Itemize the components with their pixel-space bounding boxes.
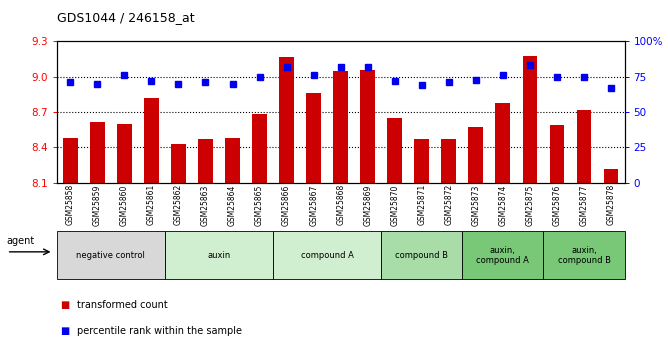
Bar <box>279 57 294 183</box>
Text: percentile rank within the sample: percentile rank within the sample <box>77 326 242 336</box>
Bar <box>63 138 77 183</box>
Bar <box>117 124 132 183</box>
Text: ■: ■ <box>60 326 69 336</box>
Bar <box>522 56 537 183</box>
Text: transformed count: transformed count <box>77 300 168 310</box>
Bar <box>360 70 375 183</box>
Text: auxin,
compound B: auxin, compound B <box>558 246 611 265</box>
Bar <box>496 103 510 183</box>
Bar <box>198 139 213 183</box>
Bar <box>333 71 348 183</box>
Text: negative control: negative control <box>76 251 146 260</box>
Bar <box>604 169 619 183</box>
Text: auxin,
compound A: auxin, compound A <box>476 246 529 265</box>
Bar <box>144 98 159 183</box>
Text: compound B: compound B <box>395 251 448 260</box>
Text: compound A: compound A <box>301 251 353 260</box>
Bar <box>442 139 456 183</box>
Bar <box>171 144 186 183</box>
Text: agent: agent <box>7 237 35 246</box>
Bar <box>225 138 240 183</box>
Bar <box>306 93 321 183</box>
Bar <box>252 115 267 183</box>
Bar <box>414 139 430 183</box>
Bar <box>387 118 402 183</box>
Bar <box>468 127 484 183</box>
Bar <box>550 125 564 183</box>
Text: GDS1044 / 246158_at: GDS1044 / 246158_at <box>57 11 194 24</box>
Bar <box>576 110 591 183</box>
Bar <box>90 121 105 183</box>
Text: ■: ■ <box>60 300 69 310</box>
Text: auxin: auxin <box>207 251 230 260</box>
